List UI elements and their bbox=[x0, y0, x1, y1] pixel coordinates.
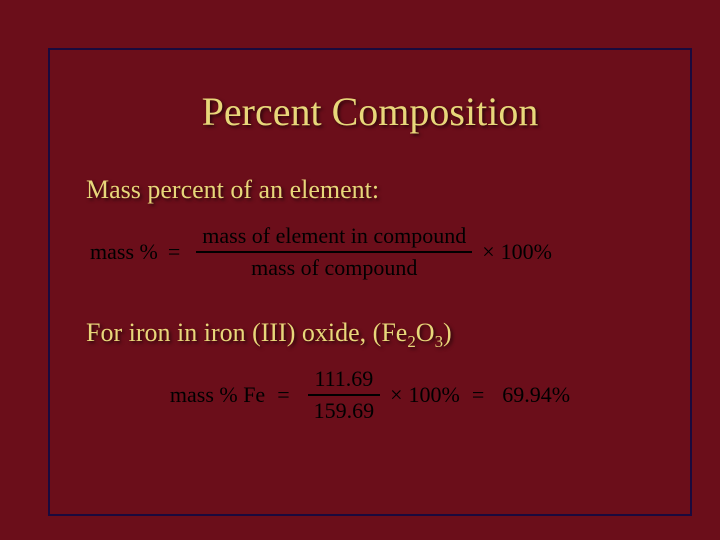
fraction-bar bbox=[196, 251, 472, 253]
hundred-percent: 100% bbox=[409, 382, 460, 408]
equals-sign: = bbox=[168, 239, 180, 265]
example-result: 69.94% bbox=[502, 382, 570, 408]
example-denominator: 159.69 bbox=[308, 398, 381, 424]
subscript-2: 2 bbox=[407, 332, 415, 351]
times-sign: × bbox=[390, 382, 402, 408]
example-formula: mass % Fe = 111.69 159.69 × 100% = 69.94… bbox=[80, 366, 660, 425]
fraction-bar bbox=[308, 394, 381, 396]
fraction-numerator: mass of element in compound bbox=[196, 223, 472, 249]
times-sign: × bbox=[482, 239, 494, 265]
example-text: For iron in iron (III) oxide, (Fe2O3) bbox=[86, 318, 660, 348]
slide-title: Percent Composition bbox=[80, 88, 660, 135]
fraction-denominator: mass of compound bbox=[245, 255, 423, 281]
example-prefix: For iron in iron (III) oxide, (Fe bbox=[86, 318, 407, 347]
formula-lhs: mass % bbox=[90, 239, 158, 265]
example-lhs: mass % Fe bbox=[170, 382, 265, 408]
subscript-3: 3 bbox=[435, 332, 443, 351]
definition-text: Mass percent of an element: bbox=[86, 175, 660, 205]
mass-percent-formula: mass % = mass of element in compound mas… bbox=[90, 223, 660, 282]
example-numerator: 111.69 bbox=[308, 366, 379, 392]
equals-sign-2: = bbox=[472, 382, 484, 408]
example-fraction: 111.69 159.69 bbox=[308, 366, 381, 425]
equals-sign-1: = bbox=[277, 382, 289, 408]
formula-fraction: mass of element in compound mass of comp… bbox=[196, 223, 472, 282]
hundred-percent: 100% bbox=[501, 239, 552, 265]
slide-frame: Percent Composition Mass percent of an e… bbox=[48, 48, 692, 516]
example-mid: O bbox=[416, 318, 435, 347]
example-suffix: ) bbox=[443, 318, 452, 347]
